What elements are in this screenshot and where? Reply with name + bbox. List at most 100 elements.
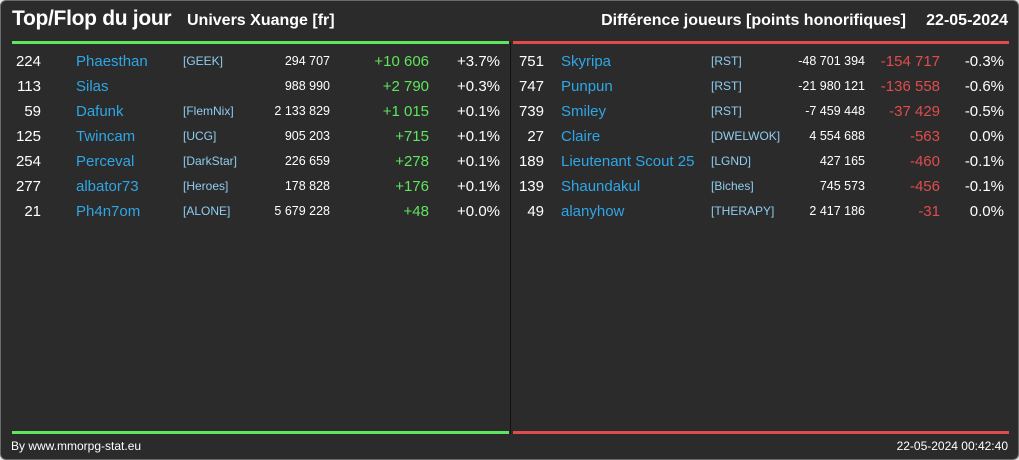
player-name-link[interactable]: Smiley: [561, 103, 607, 120]
points-difference: -154 717: [880, 53, 940, 70]
percent-change: 0.0%: [969, 128, 1004, 145]
percent-change: -0.6%: [964, 78, 1004, 95]
player-name-link[interactable]: Perceval: [76, 153, 135, 170]
alliance-tag-link[interactable]: [DWELWOK]: [711, 129, 781, 143]
column-divider: [510, 42, 511, 434]
player-points: 427 165: [819, 154, 865, 168]
player-points: -48 701 394: [798, 54, 865, 68]
player-row: 224 Phaesthan [GEEK] 294 707 +10 606 +3.7%: [1, 49, 500, 74]
alliance-tag-link[interactable]: [THERAPY]: [711, 204, 775, 218]
alliance-tag-link[interactable]: [FlemNix]: [183, 104, 234, 118]
points-difference: -136 558: [880, 78, 940, 95]
player-name-link[interactable]: Punpun: [561, 78, 613, 95]
player-row: 27 Claire [DWELWOK] 4 554 688 -563 0.0%: [1, 124, 1004, 149]
points-difference: -563: [909, 128, 940, 145]
percent-change: +0.1%: [457, 153, 500, 170]
points-difference: -37 429: [889, 103, 940, 120]
player-points: -7 459 448: [805, 104, 865, 118]
player-rank: 59: [24, 103, 41, 120]
percent-change: -0.3%: [964, 53, 1004, 70]
percent-change: -0.5%: [964, 103, 1004, 120]
percent-change: -0.1%: [964, 178, 1004, 195]
points-difference: +1 015: [382, 103, 429, 120]
player-rank: 125: [15, 128, 41, 145]
player-row: 125 Twincam [UCG] 905 203 +715 +0.1%: [1, 124, 500, 149]
player-name-link[interactable]: Lieutenant Scout 25: [561, 153, 695, 170]
player-name-link[interactable]: Skyripa: [561, 53, 612, 70]
top-header-bar: [12, 41, 509, 44]
player-name-link[interactable]: Ph4n7om: [76, 203, 141, 220]
percent-change: +0.3%: [457, 78, 500, 95]
player-row: 49 alanyhow [THERAPY] 2 417 186 -31 0.0%: [1, 199, 1004, 224]
alliance-tag-link[interactable]: [UCG]: [183, 129, 217, 143]
percent-change: +0.1%: [457, 103, 500, 120]
points-difference: +176: [395, 178, 429, 195]
percent-change: +3.7%: [457, 53, 500, 70]
player-rank: 739: [518, 103, 544, 120]
player-rank: 49: [527, 203, 544, 220]
date-label: 22-05-2024: [926, 12, 1008, 29]
player-name-link[interactable]: Phaesthan: [76, 53, 148, 70]
player-row: 747 Punpun [RST] -21 980 121 -136 558 -0.6%: [1, 74, 1004, 99]
alliance-tag-link[interactable]: [Heroes]: [183, 179, 229, 193]
player-name-link[interactable]: albator73: [76, 178, 139, 195]
points-difference: -460: [909, 153, 940, 170]
player-name-link[interactable]: Dafunk: [76, 103, 124, 120]
player-row: 21 Ph4n7om [ALONE] 5 679 228 +48 +0.0%: [1, 199, 500, 224]
player-points: 5 679 228: [274, 204, 330, 218]
player-points: 2 133 829: [274, 104, 330, 118]
player-name-link[interactable]: Shaundakul: [561, 178, 641, 195]
points-difference: +48: [403, 203, 429, 220]
top-footer-bar: [12, 431, 509, 434]
footer-credit: By www.mmorpg-stat.eu: [11, 439, 142, 453]
player-rank: 189: [518, 153, 544, 170]
points-difference: +2 790: [382, 78, 429, 95]
alliance-tag-link[interactable]: [Biches]: [711, 179, 754, 193]
player-name-link[interactable]: Silas: [76, 78, 109, 95]
alliance-tag-link[interactable]: [RST]: [711, 104, 742, 118]
player-name-link[interactable]: Twincam: [76, 128, 136, 145]
player-rank: 21: [24, 203, 41, 220]
player-points: 294 707: [284, 54, 330, 68]
points-difference: -31: [918, 203, 940, 220]
player-rank: 254: [15, 153, 41, 170]
player-points: 226 659: [284, 154, 330, 168]
percent-change: 0.0%: [969, 203, 1004, 220]
player-name-link[interactable]: alanyhow: [561, 203, 625, 220]
player-points: 988 990: [284, 79, 330, 93]
player-row: 277 albator73 [Heroes] 178 828 +176 +0.1%: [1, 174, 500, 199]
player-row: 59 Dafunk [FlemNix] 2 133 829 +1 015 +0.1%: [1, 99, 500, 124]
footer-timestamp: 22-05-2024 00:42:40: [896, 439, 1008, 453]
alliance-tag-link[interactable]: [ALONE]: [183, 204, 231, 218]
player-rank: 27: [527, 128, 544, 145]
alliance-tag-link[interactable]: [RST]: [711, 54, 742, 68]
points-difference: +715: [395, 128, 429, 145]
player-points: 2 417 186: [809, 204, 865, 218]
player-row: 113 Silas 988 990 +2 790 +0.3%: [1, 74, 500, 99]
player-points: -21 980 121: [798, 79, 865, 93]
player-points: 905 203: [284, 129, 330, 143]
universe-label: Univers Xuange [fr]: [187, 12, 335, 29]
percent-change: +0.0%: [457, 203, 500, 220]
percent-change: +0.1%: [457, 178, 500, 195]
player-row: 739 Smiley [RST] -7 459 448 -37 429 -0.5%: [1, 99, 1004, 124]
player-points: 178 828: [284, 179, 330, 193]
player-rank: 277: [15, 178, 41, 195]
player-name-link[interactable]: Claire: [561, 128, 601, 145]
alliance-tag-link[interactable]: [DarkStar]: [183, 154, 238, 168]
player-row: 139 Shaundakul [Biches] 745 573 -456 -0.1%: [1, 174, 1004, 199]
flop-footer-bar: [513, 431, 1009, 434]
alliance-tag-link[interactable]: [LGND]: [711, 154, 752, 168]
points-difference: -456: [909, 178, 940, 195]
alliance-tag-link[interactable]: [GEEK]: [183, 54, 224, 68]
player-row: 254 Perceval [DarkStar] 226 659 +278 +0.1%: [1, 149, 500, 174]
player-rank: 139: [518, 178, 544, 195]
flop-header-bar: [513, 41, 1009, 44]
alliance-tag-link[interactable]: [RST]: [711, 79, 742, 93]
player-points: 745 573: [819, 179, 865, 193]
player-rank: 113: [17, 78, 41, 95]
metric-label: Différence joueurs [points honorifiques]: [601, 12, 906, 29]
points-difference: +10 606: [374, 53, 429, 70]
percent-change: -0.1%: [964, 153, 1004, 170]
